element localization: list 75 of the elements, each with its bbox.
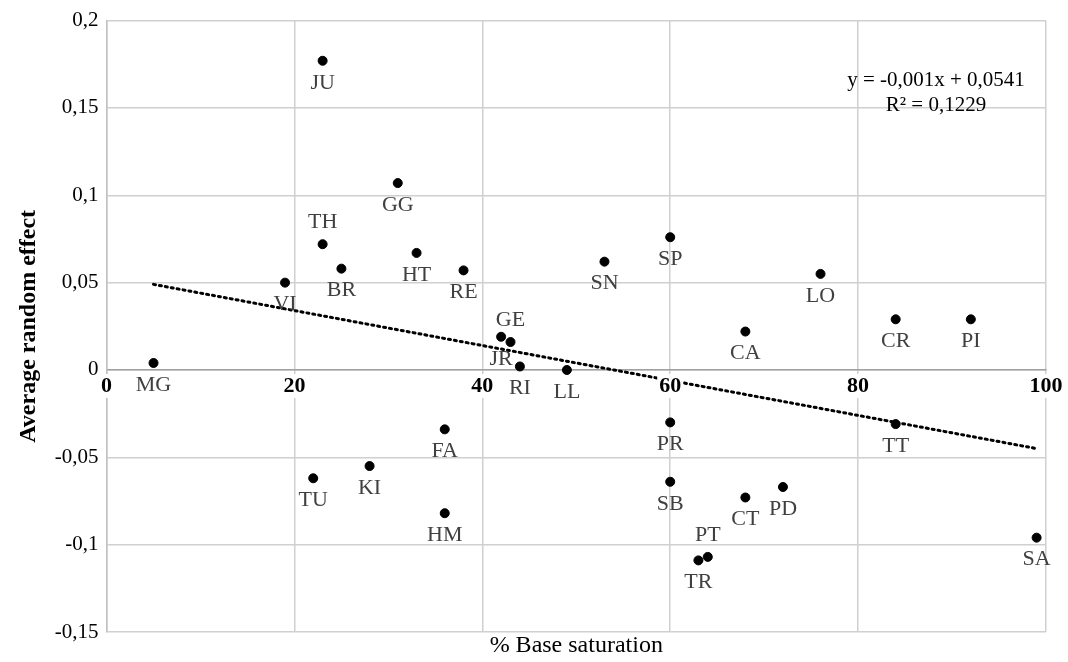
- annotation: PR: [656, 430, 684, 456]
- point: [505, 337, 516, 348]
- annotation: TH: [307, 207, 338, 233]
- annotation: JR: [489, 344, 514, 370]
- point: [815, 268, 826, 279]
- point: [514, 361, 525, 372]
- annotation: RE: [449, 278, 478, 304]
- point: [1031, 532, 1042, 543]
- x-tick-label: 20: [283, 371, 306, 397]
- y-tick-label: 0,2: [72, 7, 99, 32]
- x-tick-label: 40: [471, 371, 494, 397]
- y-tick-label: -0,15: [54, 618, 99, 643]
- annotation: GE: [495, 305, 526, 331]
- point: [392, 178, 403, 189]
- point: [665, 232, 676, 243]
- annotation: SP: [657, 244, 683, 270]
- annotation: MG: [135, 370, 172, 396]
- x-tick-label: 60: [659, 371, 682, 397]
- point: [561, 364, 572, 375]
- point: [308, 473, 319, 484]
- annotation: KI: [357, 473, 382, 499]
- point: [364, 461, 375, 472]
- point: [740, 326, 751, 337]
- point: [317, 55, 328, 66]
- annotation: SA: [1022, 545, 1051, 571]
- point: [740, 492, 751, 503]
- x-axis-title: % Base saturation: [489, 631, 663, 658]
- annotation: BR: [326, 276, 357, 302]
- annotation: FA: [431, 437, 459, 463]
- annotation: PD: [768, 494, 798, 520]
- y-tick-label: 0,05: [61, 269, 99, 294]
- annotation: RI: [508, 374, 531, 400]
- y-tick-label: -0,05: [54, 443, 99, 468]
- point: [599, 256, 610, 267]
- y-axis-title: Average random effect: [13, 209, 40, 443]
- annotation: TU: [298, 486, 328, 512]
- point: [965, 314, 976, 325]
- annotation: TT: [882, 431, 910, 457]
- annotation: SN: [590, 269, 619, 295]
- point: [702, 551, 713, 562]
- point: [411, 247, 422, 258]
- annotation: LL: [553, 377, 581, 403]
- annotation: GG: [381, 190, 414, 216]
- annotation: HM: [427, 520, 463, 546]
- y-tick-label: 0,15: [61, 94, 99, 119]
- point: [665, 476, 676, 487]
- x-tick-label: 100: [1029, 371, 1063, 397]
- point: [317, 239, 328, 250]
- annotation: PI: [961, 327, 981, 353]
- point: [439, 508, 450, 519]
- point: [665, 417, 676, 428]
- annotation: JU: [310, 68, 335, 94]
- point: [777, 482, 788, 493]
- point: [439, 424, 450, 435]
- point: [693, 555, 704, 566]
- annotation: SB: [656, 489, 684, 515]
- point: [458, 265, 469, 276]
- annotation: TR: [684, 568, 713, 594]
- point: [148, 357, 159, 368]
- annotation: HT: [401, 260, 432, 286]
- point: [280, 277, 291, 288]
- y-tick-label: 0,1: [72, 181, 99, 206]
- point: [496, 331, 507, 342]
- annotation: y = -0,001x + 0,0541: [847, 67, 1025, 92]
- annotation: LO: [805, 281, 836, 307]
- y-tick-label: -0,1: [65, 531, 99, 556]
- annotation: CT: [731, 505, 760, 531]
- x-tick-label: 80: [847, 371, 870, 397]
- annotation: PT: [694, 520, 722, 546]
- point: [336, 263, 347, 274]
- annotation: R² = 0,1229: [885, 92, 987, 117]
- annotation: CA: [730, 339, 761, 365]
- point: [890, 419, 901, 430]
- point: [890, 314, 901, 325]
- annotation: CR: [881, 327, 911, 353]
